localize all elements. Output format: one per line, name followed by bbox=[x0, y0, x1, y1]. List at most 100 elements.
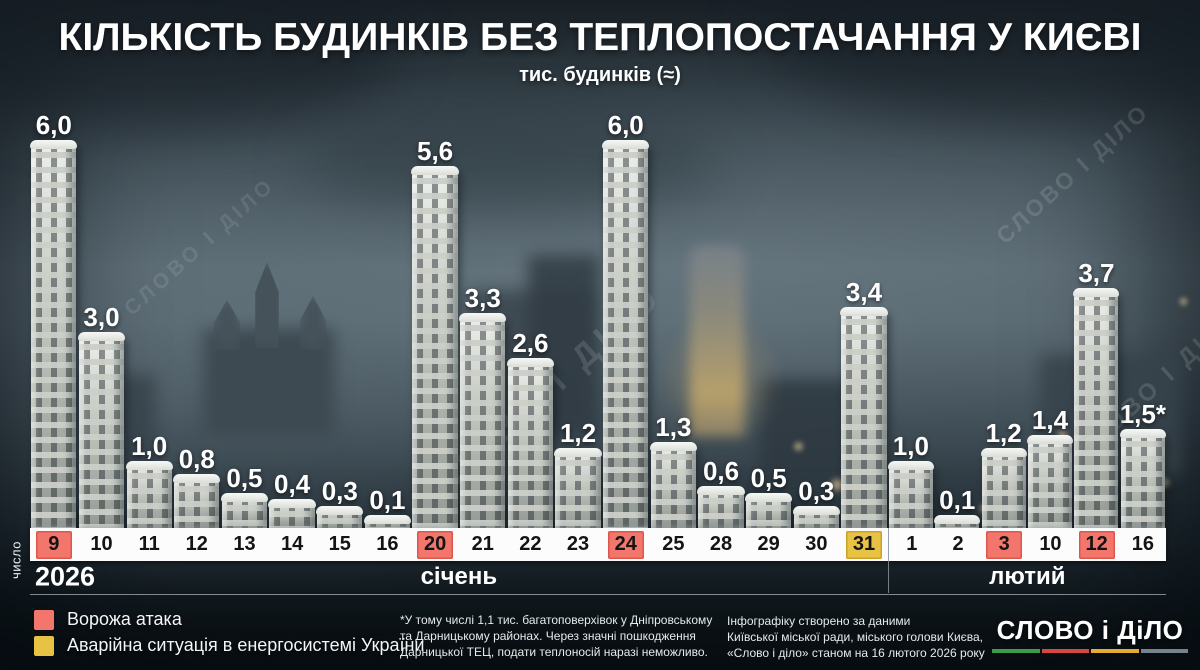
bar-value-label: 1,0 bbox=[131, 431, 168, 461]
date-number: 31 bbox=[845, 530, 882, 559]
page-title: КІЛЬКІСТЬ БУДИНКІВ БЕЗ ТЕПЛОПОСТАЧАННЯ У… bbox=[58, 16, 1142, 59]
logo-underline-segment bbox=[1041, 649, 1089, 653]
date-number: 29 bbox=[757, 533, 780, 555]
bar-column: 3,4 bbox=[840, 96, 888, 528]
attribution-line: Київської міської ради, міського голови … bbox=[727, 630, 984, 645]
building-bar bbox=[220, 493, 269, 528]
bar-column: 0,4 bbox=[268, 96, 317, 528]
building-bar bbox=[745, 493, 793, 528]
date-cell: 22 bbox=[507, 528, 555, 561]
bars-section-january: 6,0 3,0 1,0 0,8 0,5 0,4 0,3 0,1 5,6 3,3 2,6 1,2 6,0 1… bbox=[30, 96, 888, 528]
bar-value-label: 0,6 bbox=[702, 456, 740, 486]
brand-logo: СЛОВО і ДіЛО bbox=[992, 615, 1188, 653]
logo-underline-segment bbox=[1091, 649, 1139, 653]
logo-underline-segment bbox=[992, 649, 1040, 653]
date-cell: 16 bbox=[364, 528, 412, 561]
bar-value-label: 3,0 bbox=[83, 302, 120, 332]
attack-color-swatch bbox=[34, 609, 54, 630]
date-number: 3 bbox=[986, 530, 1023, 559]
bar-value-label: 0,1 bbox=[369, 485, 406, 515]
date-cell: 1 bbox=[889, 528, 935, 561]
bar-value-label: 6,0 bbox=[607, 110, 644, 140]
date-cell: 11 bbox=[125, 528, 173, 561]
bar-value-label: 1,4 bbox=[1031, 405, 1069, 435]
building-bar bbox=[602, 140, 650, 528]
legend-item-emergency: Аварійна ситуація в енергосистемі Україн… bbox=[34, 635, 424, 656]
bar-value-label: 0,8 bbox=[178, 444, 215, 474]
bar-column: 0,1 bbox=[934, 96, 981, 528]
date-cell: 16 bbox=[1120, 528, 1166, 561]
bar-column: 3,0 bbox=[77, 96, 126, 528]
building-bar bbox=[934, 515, 981, 528]
date-number: 12 bbox=[185, 533, 208, 555]
date-number: 21 bbox=[471, 533, 494, 555]
date-cell: 31 bbox=[840, 528, 888, 561]
bar-column: 6,0 bbox=[602, 96, 650, 528]
bar-value-label: 0,4 bbox=[274, 469, 311, 499]
date-cell: 3 bbox=[981, 528, 1027, 561]
date-number: 12 bbox=[1078, 530, 1115, 559]
bar-column: 0,5 bbox=[220, 96, 269, 528]
building-bar bbox=[125, 461, 174, 528]
brand-logo-underline bbox=[992, 649, 1188, 653]
footnote-line: Дарницької ТЕЦ, подати теплоносій наразі… bbox=[400, 645, 708, 660]
footnote: *У тому числі 1,1 тис. багатоповерхівок … bbox=[400, 612, 712, 661]
date-cell: 23 bbox=[554, 528, 602, 561]
bar-column: 1,2 bbox=[554, 96, 602, 528]
footnote-line: та Дарницькому районах. Через значні пош… bbox=[400, 629, 696, 644]
bar-value-label: 0,3 bbox=[798, 476, 835, 506]
date-cell: 15 bbox=[316, 528, 364, 561]
footnote-line: *У тому числі 1,1 тис. багатоповерхівок … bbox=[400, 613, 713, 627]
bar-value-label: 6,0 bbox=[35, 110, 72, 140]
date-cell: 2 bbox=[935, 528, 981, 561]
date-number: 1 bbox=[906, 533, 918, 555]
building-bar bbox=[554, 448, 602, 528]
bar-column: 0,3 bbox=[792, 96, 841, 528]
bar-column: 6,0 bbox=[30, 96, 78, 528]
date-cell: 12 bbox=[173, 528, 221, 561]
building-bar bbox=[840, 307, 888, 528]
city-light bbox=[1178, 296, 1189, 307]
bar-value-label: 1,5* bbox=[1119, 399, 1166, 429]
building-bar bbox=[887, 461, 934, 528]
attribution-line: «Слово і діло» станом на 16 лютого 2026 … bbox=[727, 646, 985, 661]
bar-value-label: 3,7 bbox=[1078, 258, 1115, 288]
bar-value-label: 1,3 bbox=[655, 412, 692, 442]
date-number: 2 bbox=[952, 533, 964, 555]
date-cell: 9 bbox=[30, 528, 78, 561]
bar-column: 1,2 bbox=[980, 96, 1027, 528]
date-number: 28 bbox=[709, 533, 733, 555]
building-bar bbox=[77, 332, 126, 528]
date-cell: 30 bbox=[793, 528, 841, 561]
date-number: 30 bbox=[805, 533, 828, 555]
bar-column: 3,7 bbox=[1073, 96, 1120, 528]
building-bar bbox=[1073, 288, 1120, 528]
building-bar bbox=[30, 140, 78, 528]
bar-value-label: 3,3 bbox=[464, 283, 501, 313]
building-bar bbox=[649, 442, 698, 528]
building-bar bbox=[459, 313, 507, 528]
bar-value-label: 1,0 bbox=[892, 431, 929, 461]
building-bar bbox=[268, 499, 317, 528]
month-row: січень лютий 2026 bbox=[30, 561, 1166, 593]
legend-item-attack: Ворожа атака bbox=[34, 609, 424, 630]
bars-section-february: 1,0 0,1 1,2 1,4 3,7 1,5* bbox=[887, 96, 1166, 528]
date-number: 10 bbox=[1039, 533, 1062, 555]
date-number: 25 bbox=[662, 533, 685, 555]
date-cell: 20 bbox=[411, 528, 459, 561]
date-cell: 21 bbox=[459, 528, 507, 561]
legend: Ворожа атака Аварійна ситуація в енергос… bbox=[34, 609, 424, 656]
month-label-february: лютий bbox=[887, 561, 1166, 593]
dates-section-february: 1 2 3 10 12 16 bbox=[887, 528, 1166, 561]
date-cell: 10 bbox=[78, 528, 126, 561]
building-bar bbox=[697, 486, 745, 528]
date-cell: 12 bbox=[1074, 528, 1120, 561]
date-number: 9 bbox=[35, 530, 72, 559]
building-bar bbox=[411, 166, 459, 528]
date-cell: 24 bbox=[602, 528, 650, 561]
bar-column: 0,3 bbox=[316, 96, 364, 528]
building-bar bbox=[173, 474, 221, 528]
bar-column: 0,8 bbox=[173, 96, 221, 528]
bar-column: 1,5* bbox=[1120, 96, 1166, 528]
